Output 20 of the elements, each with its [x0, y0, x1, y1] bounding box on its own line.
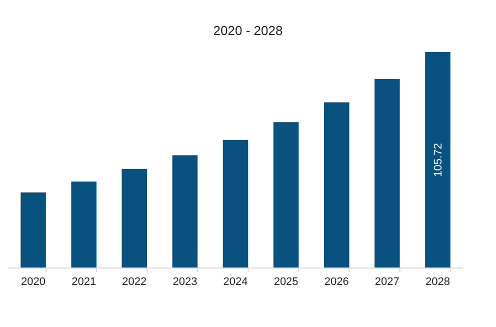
x-tick-label: 2021: [72, 276, 96, 288]
data-label: 105.72: [432, 143, 445, 177]
chart-title: 2020 - 2028: [213, 23, 283, 38]
bar: [273, 122, 299, 268]
x-tick-label: 2026: [324, 276, 349, 288]
bar: [222, 140, 248, 268]
x-tick-label: 2028: [425, 276, 450, 288]
bar: [172, 155, 198, 268]
bar: [425, 52, 450, 268]
bar: [374, 79, 400, 268]
x-tick-label: 2020: [21, 276, 46, 288]
x-tick-label: 2027: [374, 276, 400, 288]
bar: [122, 168, 148, 268]
x-tick-label: 2023: [172, 276, 198, 288]
bar: [71, 182, 96, 268]
x-tick-label: 2022: [122, 276, 147, 288]
bar: [324, 102, 350, 268]
bar: [20, 192, 46, 268]
x-tick-label: 2024: [223, 276, 248, 288]
x-tick-label: 2025: [274, 276, 298, 288]
